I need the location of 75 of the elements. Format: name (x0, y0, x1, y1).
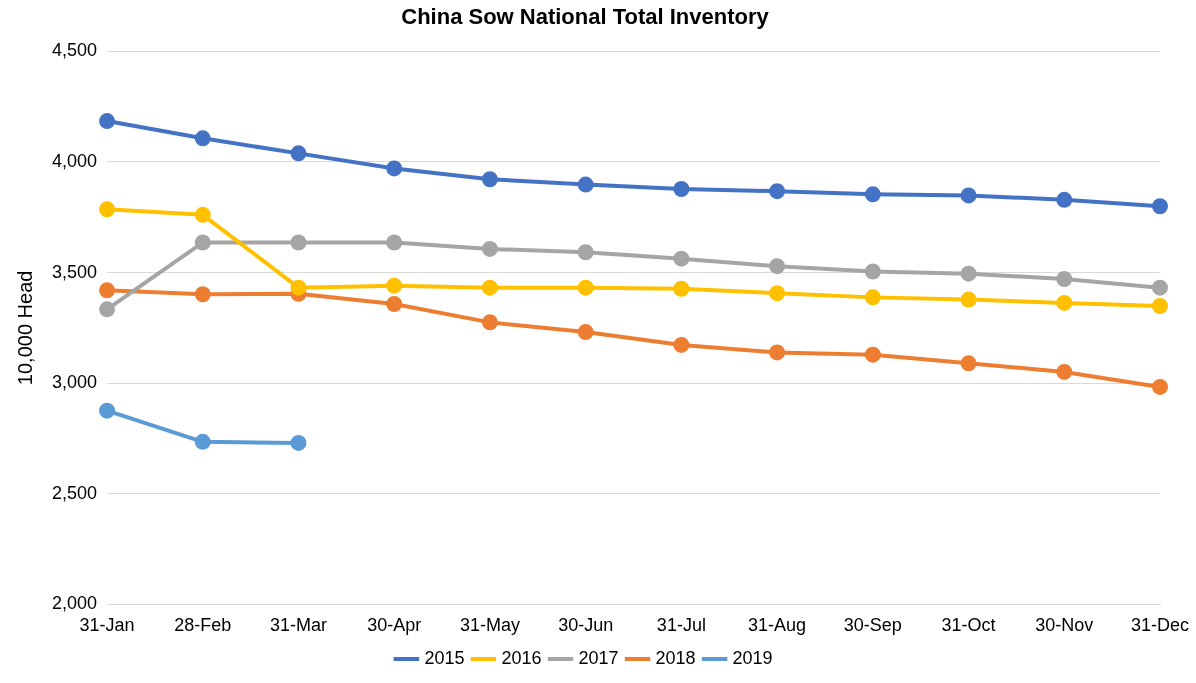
point (769, 344, 786, 361)
x-tick-label: 31-Jan (79, 615, 135, 636)
point (864, 263, 881, 280)
point (1056, 294, 1073, 311)
point (960, 187, 977, 204)
point (194, 286, 211, 303)
x-tick-label: 30-Jun (558, 615, 614, 636)
x-tick-label: 28-Feb (174, 615, 232, 636)
point (386, 160, 403, 177)
point (481, 171, 498, 188)
point (481, 240, 498, 257)
point (769, 258, 786, 275)
point (864, 289, 881, 306)
point (864, 346, 881, 363)
point (1152, 378, 1168, 395)
x-tick-label: 31-Dec (1130, 615, 1190, 636)
point (99, 113, 116, 130)
chart-title: China Sow National Total Inventory (401, 4, 770, 30)
point (290, 145, 307, 162)
point (1056, 363, 1073, 380)
point (577, 244, 594, 261)
y-tick-label: 3,500 (52, 261, 98, 282)
point (194, 206, 211, 223)
point (1152, 279, 1168, 296)
y-tick-label: 4,000 (52, 150, 98, 171)
x-tick-label: 31-Aug (748, 615, 807, 636)
point (1056, 191, 1073, 208)
y-tick-label: 3,000 (52, 372, 98, 393)
point (673, 336, 690, 353)
point (194, 130, 211, 147)
point (99, 402, 116, 419)
point (481, 279, 498, 296)
point (1152, 298, 1168, 314)
x-tick-label: 31-Mar (269, 615, 327, 636)
point (577, 176, 594, 193)
point (99, 282, 116, 299)
point (386, 234, 403, 251)
x-tick-label: 30-Apr (367, 615, 422, 636)
point (194, 234, 211, 251)
point (769, 285, 786, 302)
point (386, 296, 403, 313)
point (673, 180, 690, 197)
x-tick-label: 31-Jul (656, 615, 706, 636)
point (960, 291, 977, 308)
point (673, 280, 690, 297)
point (290, 434, 307, 451)
y-tick-label: 2,000 (52, 593, 98, 614)
x-tick-label: 30-Nov (1035, 615, 1094, 636)
point (673, 250, 690, 267)
point (1056, 271, 1073, 288)
point (99, 201, 116, 218)
y-tick-label: 4,500 (52, 40, 98, 61)
point (864, 186, 881, 203)
point (960, 265, 977, 282)
point (960, 355, 977, 372)
y-tick-label: 2,500 (52, 482, 98, 503)
x-tick-label: 31-Oct (941, 615, 996, 636)
point (290, 234, 307, 251)
legend-label: 2015 (424, 647, 465, 668)
point (577, 279, 594, 296)
point (290, 279, 307, 296)
x-tick-label: 30-Sep (843, 615, 902, 636)
y-axis-title: 10,000 Head (13, 270, 36, 386)
point (769, 183, 786, 200)
point (577, 324, 594, 341)
point (1152, 198, 1168, 215)
point (386, 277, 403, 294)
legend-label: 2019 (732, 647, 773, 668)
legend-label: 2018 (655, 647, 696, 668)
legend-label: 2017 (578, 647, 619, 668)
point (194, 433, 211, 450)
point (99, 301, 116, 318)
x-tick-label: 31-May (459, 615, 520, 636)
point (481, 314, 498, 331)
legend-label: 2016 (501, 647, 542, 668)
